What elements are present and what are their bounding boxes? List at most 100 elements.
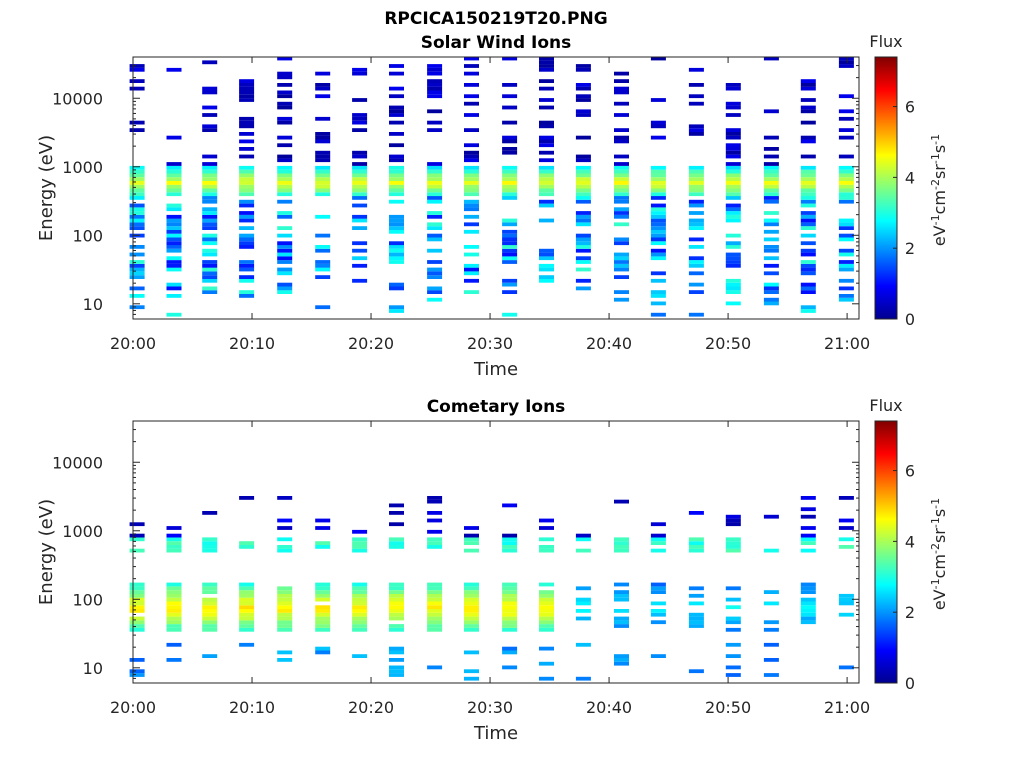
- heatmap-cell: [575, 86, 591, 91]
- heatmap-cell: [650, 541, 666, 545]
- heatmap-cell: [239, 120, 255, 125]
- heatmap-cell: [389, 511, 404, 515]
- heatmap-cell: [464, 605, 479, 610]
- heatmap-cell: [277, 271, 293, 276]
- heatmap-cell: [688, 245, 704, 249]
- heatmap-cell: [800, 199, 816, 204]
- heatmap-cell: [129, 196, 145, 200]
- heatmap-cell: [688, 548, 704, 553]
- heatmap-cell: [464, 83, 479, 87]
- heatmap-cell: [725, 207, 741, 212]
- heatmap-cell: [688, 226, 704, 230]
- heatmap-cell: [166, 203, 182, 208]
- heatmap-cell: [427, 665, 443, 670]
- heatmap-cell: [129, 79, 145, 83]
- heatmap-cell: [575, 537, 591, 542]
- heatmap-cell: [800, 188, 816, 193]
- heatmap-cell: [725, 642, 741, 647]
- heatmap-cell: [539, 661, 554, 666]
- heatmap-cell: [763, 282, 779, 287]
- heatmap-cell: [539, 646, 554, 651]
- heatmap-cell: [352, 605, 368, 610]
- heatmap-cell: [166, 207, 182, 212]
- heatmap-cell: [650, 196, 666, 200]
- heatmap-cell: [614, 135, 629, 140]
- heatmap-cell: [464, 181, 479, 185]
- heatmap-cell: [202, 124, 218, 129]
- heatmap-cell: [838, 173, 854, 178]
- heatmap-cell: [725, 616, 741, 621]
- heatmap-cell: [650, 211, 666, 215]
- heatmap-cell: [166, 169, 182, 174]
- heatmap-cell: [464, 526, 479, 530]
- heatmap-cell: [614, 222, 629, 227]
- heatmap-cell: [389, 71, 404, 76]
- heatmap-cell: [800, 218, 816, 223]
- heatmap-cell: [352, 98, 368, 102]
- heatmap-cell: [838, 165, 854, 170]
- heatmap-cell: [239, 192, 255, 197]
- heatmap-cell: [614, 113, 629, 117]
- heatmap-cell: [129, 522, 145, 527]
- heatmap-cell: [277, 496, 293, 500]
- heatmap-cell: [427, 271, 443, 276]
- heatmap-cell: [464, 650, 479, 655]
- heatmap-cell: [239, 267, 255, 272]
- heatmap-cell: [202, 627, 218, 632]
- heatmap-cell: [166, 601, 182, 606]
- heatmap-cell: [427, 71, 443, 76]
- heatmap-cell: [502, 196, 518, 200]
- heatmap-cell: [202, 192, 218, 197]
- heatmap-cell: [315, 173, 331, 178]
- heatmap-cell: [800, 233, 816, 238]
- heatmap-cell: [239, 260, 255, 264]
- heatmap-cell: [650, 612, 666, 617]
- heatmap-cell: [688, 511, 704, 515]
- heatmap-cell: [650, 590, 666, 594]
- heatmap-cell: [389, 214, 404, 219]
- heatmap-cell: [650, 184, 666, 189]
- heatmap-cell: [427, 184, 443, 189]
- heatmap-cell: [838, 226, 854, 230]
- heatmap-cell: [352, 154, 368, 159]
- heatmap-cell: [129, 582, 145, 587]
- heatmap-cell: [129, 275, 145, 279]
- heatmap-cell: [763, 184, 779, 189]
- heatmap-cell: [614, 169, 629, 174]
- heatmap-cell: [575, 597, 591, 602]
- heatmap-cell: [389, 226, 404, 230]
- heatmap-cell: [763, 56, 779, 61]
- heatmap-cell: [763, 237, 779, 242]
- heatmap-cell: [464, 113, 479, 117]
- heatmap-cell: [389, 537, 404, 542]
- heatmap-cell: [464, 252, 479, 257]
- heatmap-cell: [838, 128, 854, 132]
- heatmap-cell: [315, 582, 331, 587]
- heatmap-cell: [763, 154, 779, 159]
- heatmap-cell: [315, 541, 331, 545]
- heatmap-cell: [838, 196, 854, 200]
- heatmap-cell: [202, 226, 218, 230]
- heatmap-cell: [315, 158, 331, 163]
- heatmap-cell: [427, 94, 443, 99]
- heatmap-cell: [166, 181, 182, 185]
- heatmap-cell: [129, 120, 145, 125]
- heatmap-cell: [614, 188, 629, 193]
- heatmap-cell: [725, 290, 741, 294]
- heatmap-cell: [838, 597, 854, 602]
- heatmap-cell: [129, 86, 145, 91]
- heatmap-cell: [763, 165, 779, 170]
- heatmap-cell: [614, 290, 629, 294]
- heatmap-cell: [427, 624, 443, 628]
- heatmap-cell: [202, 233, 218, 238]
- heatmap-cell: [688, 124, 704, 129]
- heatmap-cell: [166, 590, 182, 594]
- heatmap-cell: [614, 545, 629, 549]
- heatmap-cell: [614, 177, 629, 181]
- heatmap-cell: [389, 658, 404, 662]
- heatmap-cell: [688, 211, 704, 215]
- heatmap-cell: [502, 582, 518, 587]
- colorbar: Flux 0 2 4 6 eV-1cm-2sr-1s-1: [869, 32, 949, 329]
- heatmap-cell: [650, 173, 666, 178]
